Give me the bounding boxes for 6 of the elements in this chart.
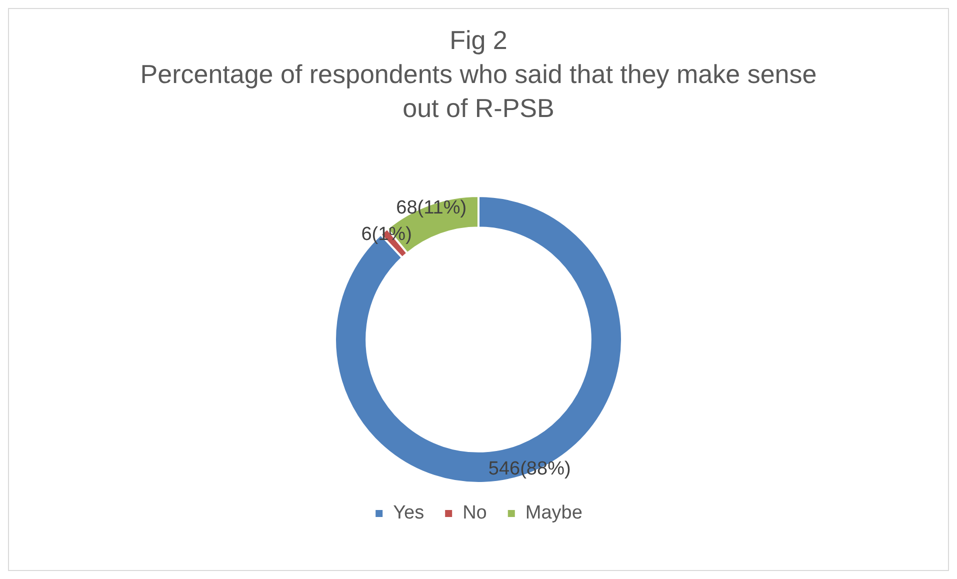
legend-label: Maybe <box>525 502 582 524</box>
chart-title: Fig 2 <box>448 24 508 57</box>
data-label: 6(1%) <box>361 224 412 245</box>
legend-label: Yes <box>393 502 424 524</box>
legend-label: No <box>462 502 487 524</box>
chart-subtitle: Percentage of respondents who said that they make sense out of R-PSB <box>139 58 818 125</box>
